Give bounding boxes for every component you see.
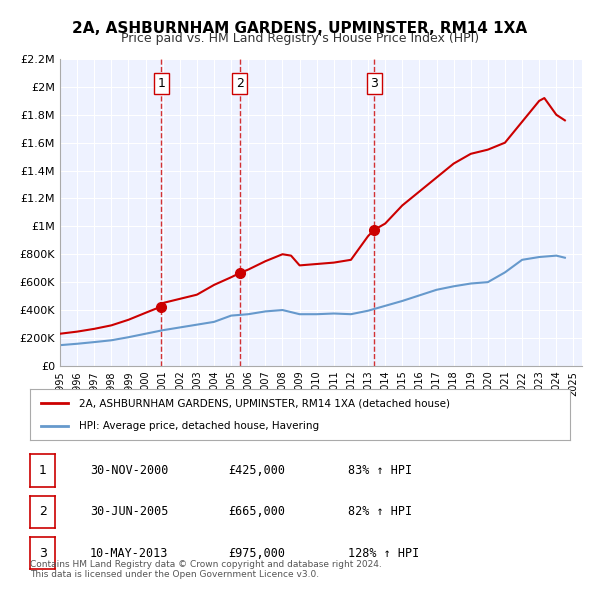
Text: 2A, ASHBURNHAM GARDENS, UPMINSTER, RM14 1XA (detached house): 2A, ASHBURNHAM GARDENS, UPMINSTER, RM14 … — [79, 398, 449, 408]
Text: 83% ↑ HPI: 83% ↑ HPI — [348, 464, 412, 477]
Text: 2: 2 — [236, 77, 244, 90]
Text: 3: 3 — [370, 77, 378, 90]
Text: £425,000: £425,000 — [228, 464, 285, 477]
Text: 30-JUN-2005: 30-JUN-2005 — [90, 505, 169, 519]
Text: 10-MAY-2013: 10-MAY-2013 — [90, 546, 169, 560]
Text: 82% ↑ HPI: 82% ↑ HPI — [348, 505, 412, 519]
Text: 30-NOV-2000: 30-NOV-2000 — [90, 464, 169, 477]
Text: 2: 2 — [38, 505, 47, 519]
Text: 1: 1 — [38, 464, 47, 477]
Text: £975,000: £975,000 — [228, 546, 285, 560]
Text: HPI: Average price, detached house, Havering: HPI: Average price, detached house, Have… — [79, 421, 319, 431]
Text: £665,000: £665,000 — [228, 505, 285, 519]
Text: Contains HM Land Registry data © Crown copyright and database right 2024.
This d: Contains HM Land Registry data © Crown c… — [30, 560, 382, 579]
Text: 1: 1 — [157, 77, 165, 90]
Text: 3: 3 — [38, 546, 47, 560]
Text: 2A, ASHBURNHAM GARDENS, UPMINSTER, RM14 1XA: 2A, ASHBURNHAM GARDENS, UPMINSTER, RM14 … — [73, 21, 527, 35]
Text: Price paid vs. HM Land Registry's House Price Index (HPI): Price paid vs. HM Land Registry's House … — [121, 32, 479, 45]
Text: 128% ↑ HPI: 128% ↑ HPI — [348, 546, 419, 560]
